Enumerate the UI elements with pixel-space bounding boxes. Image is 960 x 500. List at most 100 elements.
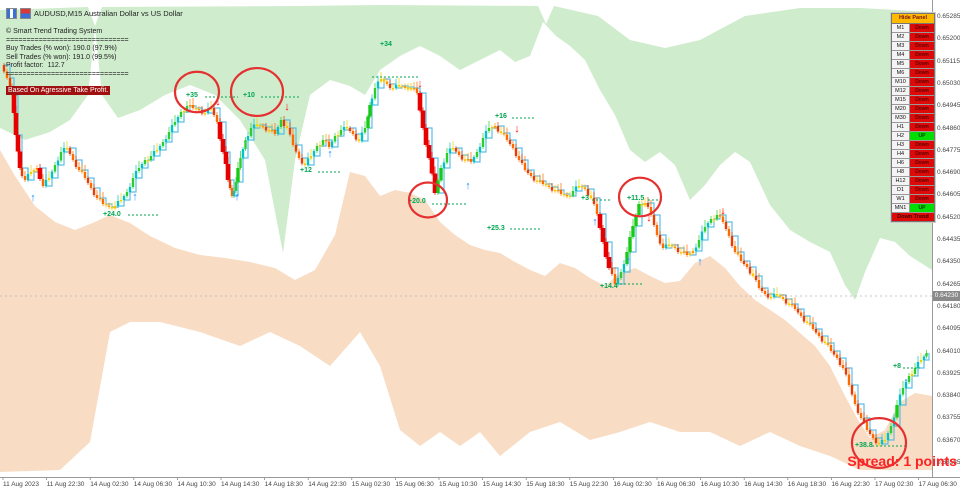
- time-axis-label: 14 Aug 02:30: [90, 481, 129, 488]
- timeframe-label[interactable]: H8: [892, 168, 910, 176]
- timeframe-label[interactable]: D1: [892, 186, 910, 194]
- hide-panel-button[interactable]: Hide Panel: [892, 14, 934, 24]
- time-axis-label: 16 Aug 10:30: [700, 481, 739, 488]
- timeframe-row: M30 Down: [892, 114, 934, 123]
- time-axis-label: 15 Aug 10:30: [439, 481, 478, 488]
- timeframe-row: M5 Down: [892, 60, 934, 69]
- timeframe-label[interactable]: M6: [892, 69, 910, 77]
- buy-arrow-icon: ↑: [697, 256, 703, 268]
- timeframe-row: H12 Down: [892, 177, 934, 186]
- trend-state-cell[interactable]: Down: [910, 42, 934, 50]
- trend-state-cell[interactable]: Down: [910, 51, 934, 59]
- trend-state-cell[interactable]: Down: [910, 24, 934, 32]
- timeframe-label[interactable]: H1: [892, 123, 910, 131]
- price-axis-label: 0.63925: [937, 369, 960, 377]
- trend-state-cell[interactable]: Down: [910, 177, 934, 185]
- timeframe-label[interactable]: M2: [892, 33, 910, 41]
- buy-arrow-icon: ↑: [592, 216, 598, 228]
- price-axis-label: 0.64180: [937, 302, 960, 310]
- profit-label: +8: [893, 363, 901, 370]
- time-axis-label: 14 Aug 14:30: [221, 481, 260, 488]
- timeframe-row: M10 Down: [892, 78, 934, 87]
- profit-label: +12: [300, 167, 312, 174]
- price-axis-label: 0.64435: [937, 236, 960, 243]
- timeframe-label[interactable]: M1: [892, 24, 910, 32]
- profit-label: +16: [495, 113, 507, 120]
- sell-arrow-icon: ↓: [215, 96, 221, 108]
- price-axis-label: 0.63755: [937, 414, 960, 422]
- info-line: ==============================: [6, 70, 129, 78]
- trend-state-cell[interactable]: Down: [910, 141, 934, 149]
- spread-label: Spread: 1 points: [847, 453, 957, 469]
- price-axis-label: 0.65285: [937, 13, 960, 20]
- timeframe-row: H2 UP: [892, 132, 934, 141]
- timeframe-label[interactable]: M12: [892, 87, 910, 95]
- trend-state-cell[interactable]: Down: [910, 168, 934, 176]
- buy-arrow-icon: ↑: [132, 191, 138, 203]
- time-axis-label: 11 Aug 22:30: [46, 481, 85, 488]
- timeframe-row: D1 Down: [892, 186, 934, 195]
- trend-state-cell[interactable]: Down: [910, 159, 934, 167]
- time-axis-label: 16 Aug 18:30: [787, 481, 827, 488]
- trend-state-cell[interactable]: Down: [910, 69, 934, 77]
- timeframe-row: M4 Down: [892, 51, 934, 60]
- timeframe-label[interactable]: M5: [892, 60, 910, 68]
- trend-state-cell[interactable]: Down: [910, 195, 934, 203]
- timeframe-row: M12 Down: [892, 87, 934, 96]
- timeframe-row: MN1 UP: [892, 204, 934, 213]
- timeframe-label[interactable]: H2: [892, 132, 910, 140]
- timeframe-label[interactable]: M10: [892, 78, 910, 86]
- time-axis-label: 14 Aug 06:30: [133, 481, 173, 488]
- time-axis-label: 11 Aug 2023: [3, 481, 40, 488]
- time-axis-label: 14 Aug 10:30: [177, 481, 216, 488]
- current-price-tag: 0.64230: [933, 291, 960, 301]
- sell-arrow-icon: ↓: [514, 123, 520, 135]
- timeframe-row: H3 Down: [892, 141, 934, 150]
- trend-state-cell[interactable]: UP: [910, 132, 934, 140]
- profit-label: +34: [380, 41, 392, 48]
- timeframe-label[interactable]: H12: [892, 177, 910, 185]
- timeframe-label[interactable]: M15: [892, 96, 910, 104]
- trend-state-cell[interactable]: Down: [910, 150, 934, 158]
- time-axis-label: 15 Aug 06:30: [395, 481, 434, 488]
- timeframe-label[interactable]: H4: [892, 150, 910, 158]
- trend-state-cell[interactable]: Down: [910, 114, 934, 122]
- buy-arrow-icon: ↑: [327, 148, 333, 160]
- profit-label: +3: [581, 195, 589, 202]
- sell-arrow-icon: ↓: [417, 78, 423, 90]
- trend-state-cell[interactable]: Down: [910, 78, 934, 86]
- buy-arrow-icon: ↑: [903, 376, 909, 388]
- timeframe-label[interactable]: M20: [892, 105, 910, 113]
- timeframe-row: M6 Down: [892, 69, 934, 78]
- strategy-note: Based On Agressive Take Profit.: [6, 86, 111, 95]
- timeframe-label[interactable]: MN1: [892, 204, 910, 212]
- chart-title: AUDUSD,M15 Australian Dollar vs US Dolla…: [34, 9, 183, 18]
- trend-state-cell[interactable]: Down: [910, 186, 934, 194]
- timeframe-trend-panel: Hide Panel M1 Down M2 Down M3 Down M4 Down M5 Dow…: [891, 13, 935, 222]
- profit-label: +10: [243, 92, 255, 99]
- timeframe-label[interactable]: H6: [892, 159, 910, 167]
- timeframe-row: H8 Down: [892, 168, 934, 177]
- highlight-circle: [229, 66, 285, 118]
- timeframe-row: H6 Down: [892, 159, 934, 168]
- trend-state-cell[interactable]: Down: [910, 105, 934, 113]
- trend-state-cell[interactable]: Down: [910, 123, 934, 131]
- timeframe-label[interactable]: M4: [892, 51, 910, 59]
- timeframe-row: M20 Down: [892, 105, 934, 114]
- trend-state-cell[interactable]: UP: [910, 204, 934, 212]
- timeframe-label[interactable]: M3: [892, 42, 910, 50]
- overall-trend-badge: Down Trend: [892, 213, 934, 221]
- trend-state-cell[interactable]: Down: [910, 87, 934, 95]
- trend-state-cell[interactable]: Down: [910, 33, 934, 41]
- timeframe-label[interactable]: H3: [892, 141, 910, 149]
- trend-state-cell[interactable]: Down: [910, 96, 934, 104]
- timeframe-label[interactable]: W1: [892, 195, 910, 203]
- timeframe-row: M3 Down: [892, 42, 934, 51]
- info-line: Buy Trades (% won): 190.0 (97.9%): [6, 45, 117, 52]
- timeframe-label[interactable]: M30: [892, 114, 910, 122]
- signal-arrows: ↑ ↑ ↑ ↑ ↑ ↑ ↑ ↑ ↑ ↓ ↓ ↓ ↓ ↓ ↓: [30, 78, 909, 388]
- trend-state-cell[interactable]: Down: [910, 60, 934, 68]
- time-axis-label: 16 Aug 14:30: [744, 481, 783, 488]
- buy-arrow-icon: ↑: [234, 191, 240, 203]
